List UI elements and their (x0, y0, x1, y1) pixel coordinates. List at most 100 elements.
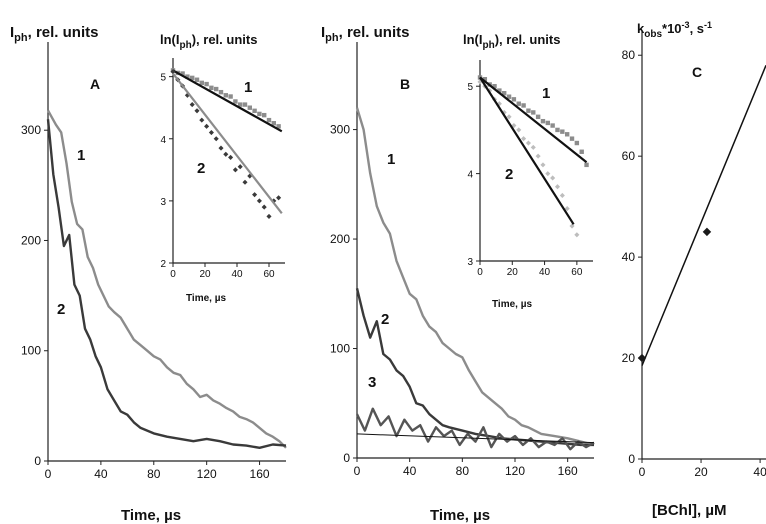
x-tick-label: 0 (639, 465, 646, 479)
series-a-1-line (46, 109, 287, 449)
y-tick-label: 100 (330, 342, 350, 356)
inset-b-ylabel: ln(Iph), rel. units (463, 32, 560, 51)
series-b-inset-2-point (554, 184, 561, 190)
x-tick-label: 40 (403, 464, 417, 478)
series-b-inset-1-point (550, 123, 555, 128)
y-tick-label: 0 (34, 454, 41, 468)
series-b-3-fit (356, 433, 595, 444)
series-a-inset-1-point (262, 112, 267, 118)
series-a-inset-2-fit (172, 72, 283, 214)
y-tick-label: 5 (160, 73, 166, 84)
x-tick-label: 60 (571, 267, 583, 278)
series-b-inset-1-point (574, 140, 580, 146)
series-a-inset-1-point (204, 81, 209, 87)
series-a-inset-1-point (252, 108, 257, 114)
plot-c: 0 20 40 0 20 40 60 80 (622, 30, 766, 479)
panel-b-ylabel: Iph, rel. units (321, 24, 409, 44)
series-a-inset-2-point (256, 198, 262, 204)
series-a-inset-1-point (238, 102, 243, 107)
series-a-inset-1-point (271, 121, 276, 126)
series-b-inset-1-point (560, 129, 565, 134)
x-tick-label: 80 (456, 464, 470, 478)
series-a-inset-2-point (252, 192, 258, 198)
series-b-inset-1-point (564, 132, 570, 137)
series-b-inset-1-point (579, 149, 584, 154)
series-b-inset-1-point (477, 75, 483, 80)
series-b-inset-2-fit (479, 76, 575, 225)
series-b-inset-2-point (550, 175, 556, 181)
series-b-3-line (355, 407, 595, 451)
panel-a: Iph, rel. units A 1 2 Time, µs (10, 24, 181, 524)
series-b-inset-2-point (521, 136, 527, 142)
series-a-inset-2-point (237, 164, 243, 170)
series-a-inset-1-point (257, 111, 262, 117)
panel-b-curve-2-label: 2 (381, 311, 389, 328)
series-b-inset-2-point (540, 162, 546, 168)
series-b-inset-1-point (545, 120, 550, 126)
x-tick-label: 40 (231, 269, 243, 280)
y-tick-label: 4 (467, 170, 473, 181)
series-b-inset-1-point (502, 91, 507, 96)
series-a-inset-1-point (194, 77, 200, 82)
y-tick-label: 300 (330, 123, 350, 137)
x-tick-label: 120 (505, 464, 525, 478)
series-a-inset-1-point (180, 71, 185, 76)
series-b-inset-1-point (584, 162, 589, 168)
panel-a-curve-2-label: 2 (57, 301, 65, 318)
y-tick-label: 80 (622, 48, 636, 62)
series-b-inset-1-point (569, 136, 575, 141)
series-b-2-line (355, 288, 594, 447)
panel-c-ylabel: kobs*10-3, s-1 (637, 20, 712, 40)
series-a-inset-2-point (194, 108, 200, 114)
y-tick-label: 60 (622, 149, 636, 163)
series-b-1-line (355, 107, 595, 447)
series-a-inset-1-point (214, 86, 219, 92)
series-a-inset-2-point (242, 179, 248, 185)
inset-b-curve-1-label: 1 (542, 85, 550, 102)
inset-a: ln(Iph), rel. units 1 2 Time, µs (160, 32, 257, 304)
x-tick-label: 20 (199, 269, 211, 280)
inset-a-curve-2-label: 2 (197, 160, 205, 177)
series-b-inset-2-point (516, 127, 522, 133)
y-tick-label: 0 (628, 452, 635, 466)
y-tick-label: 200 (21, 233, 41, 247)
series-b-inset-1-point (540, 118, 546, 124)
inset-a-curve-1-label: 1 (244, 79, 252, 96)
series-b-inset-1-point (535, 114, 541, 120)
x-tick-label: 160 (558, 464, 578, 478)
series-b-inset-1-point (516, 101, 521, 106)
series-b-inset-1-point (521, 103, 526, 108)
series-b-inset-1-fit (479, 76, 588, 164)
y-tick-label: 5 (467, 82, 473, 93)
x-tick-label: 120 (197, 467, 217, 481)
series-b-inset-1-point (555, 127, 560, 133)
y-tick-label: 2 (160, 259, 166, 270)
x-tick-label: 20 (694, 465, 708, 479)
series-a-inset-2-point (170, 69, 176, 75)
y-tick-label: 4 (160, 135, 166, 146)
series-a-inset-2-point (204, 123, 210, 129)
series-a-inset-1-point (209, 85, 214, 91)
panel-c: kobs*10-3, s-1 C [BChl], µM (637, 20, 726, 519)
plot-a-inset: 0 20 40 60 2 3 4 5 (160, 58, 285, 280)
x-tick-label: 0 (477, 267, 483, 278)
x-tick-label: 40 (539, 267, 551, 278)
series-b-inset-2-point (564, 206, 570, 212)
series-a-inset-1-point (228, 94, 233, 99)
panel-a-xlabel: Time, µs (121, 507, 181, 524)
series-a-inset-2-point (199, 117, 205, 123)
panel-a-ylabel: Iph, rel. units (10, 24, 98, 44)
series-a-inset-2-point (223, 151, 229, 157)
panel-b-curve-1-label: 1 (387, 151, 395, 168)
x-tick-label: 160 (250, 467, 270, 481)
series-a-inset-1-point (233, 99, 238, 104)
inset-b-curve-2-label: 2 (505, 166, 513, 183)
panel-c-xlabel: [BChl], µM (652, 502, 726, 519)
series-a-2-line (46, 119, 287, 449)
inset-a-ylabel: ln(Iph), rel. units (160, 32, 257, 51)
x-tick-label: 60 (263, 269, 275, 280)
series-a-inset-2-point (189, 102, 195, 108)
series-a-inset-2-point (266, 213, 272, 219)
series-b-inset-2-point (545, 171, 551, 177)
